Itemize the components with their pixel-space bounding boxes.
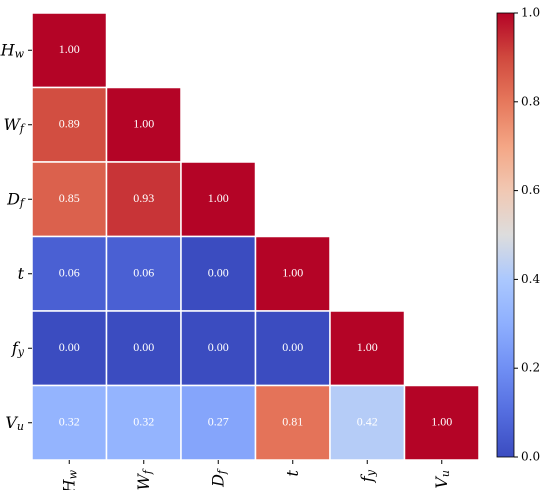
cell-value-label: 0.06 xyxy=(59,266,80,280)
cell-value-label: 1.00 xyxy=(133,117,154,131)
x-tick-label-df: Df xyxy=(208,468,229,488)
cell-value-label: 1.00 xyxy=(59,42,80,56)
y-tick-label-fy: fy xyxy=(11,338,25,359)
y-axis-tick-labels: Hw Wf Df t fy Vu xyxy=(0,40,32,433)
cell-value-label: 0.00 xyxy=(282,340,303,354)
heatmap-cell-2-2 xyxy=(180,161,257,238)
x-tick-label-fy: fy xyxy=(357,469,378,483)
y-tick-label-wf: Wf xyxy=(3,114,25,135)
cell-value-label: 1.00 xyxy=(357,340,378,354)
colorbar-tick-label: 0.8 xyxy=(521,94,540,108)
x-tick-label-hw: Hw xyxy=(59,469,80,490)
colorbar: 0.0 0.2 0.4 0.6 0.8 1.0 xyxy=(496,6,540,464)
y-tick-label-df: Df xyxy=(6,189,26,210)
cell-value-label: 1.00 xyxy=(282,266,303,280)
y-tick-label-hw: Hw xyxy=(0,40,25,61)
cell-value-label: 0.00 xyxy=(133,340,154,354)
cell-value-label: 0.93 xyxy=(133,191,154,205)
heatmap-cell-5-3 xyxy=(254,384,331,461)
x-tick-label-wf: Wf xyxy=(133,468,154,490)
x-axis-tick-labels: Hw Wf Df t fy Vu xyxy=(59,460,452,490)
cell-value-label: 0.00 xyxy=(208,266,229,280)
heatmap-cell-3-3 xyxy=(254,235,331,312)
cell-value-label: 0.06 xyxy=(133,266,154,280)
y-tick-label-vu: Vu xyxy=(5,412,24,433)
heatmap-cell-4-1 xyxy=(105,310,182,387)
cell-value-label: 0.42 xyxy=(357,415,378,429)
cell-value-label: 1.00 xyxy=(208,191,229,205)
colorbar-tick-label: 1.0 xyxy=(521,6,540,20)
heatmap-cell-5-4 xyxy=(329,384,406,461)
heatmap-cell-5-2 xyxy=(180,384,257,461)
cell-value-label: 0.81 xyxy=(282,415,303,429)
colorbar-tick-label: 0.0 xyxy=(521,450,540,464)
cell-value-label: 0.00 xyxy=(59,340,80,354)
colorbar-gradient xyxy=(496,12,515,458)
cell-value-label: 0.85 xyxy=(59,191,80,205)
cell-value-label: 0.89 xyxy=(59,117,80,131)
heatmap-cell-0-0 xyxy=(31,12,108,89)
cell-value-label: 0.32 xyxy=(59,415,80,429)
heatmap-cells: 1.00 0.89 1.00 0.85 0.93 1.00 0.06 0.06 0.00 1.00… xyxy=(31,12,480,461)
cell-value-label: 0.00 xyxy=(208,340,229,354)
heatmap-cell-1-0 xyxy=(31,86,108,163)
colorbar-tick-label: 0.2 xyxy=(521,361,540,375)
heatmap-cell-5-5 xyxy=(403,384,480,461)
heatmap-cell-3-1 xyxy=(105,235,182,312)
colorbar-tick-label: 0.6 xyxy=(521,183,540,197)
y-tick-label-t: t xyxy=(18,263,25,282)
colorbar-tick-label: 0.4 xyxy=(521,272,540,286)
cell-value-label: 0.27 xyxy=(208,415,229,429)
heatmap-cell-4-3 xyxy=(254,310,331,387)
x-tick-label-t: t xyxy=(282,469,301,476)
heatmap-cell-5-1 xyxy=(105,384,182,461)
x-tick-label-vu: Vu xyxy=(431,470,452,489)
cell-value-label: 0.32 xyxy=(133,415,154,429)
cell-value-label: 1.00 xyxy=(431,415,452,429)
heatmap-cell-1-1 xyxy=(105,86,182,163)
